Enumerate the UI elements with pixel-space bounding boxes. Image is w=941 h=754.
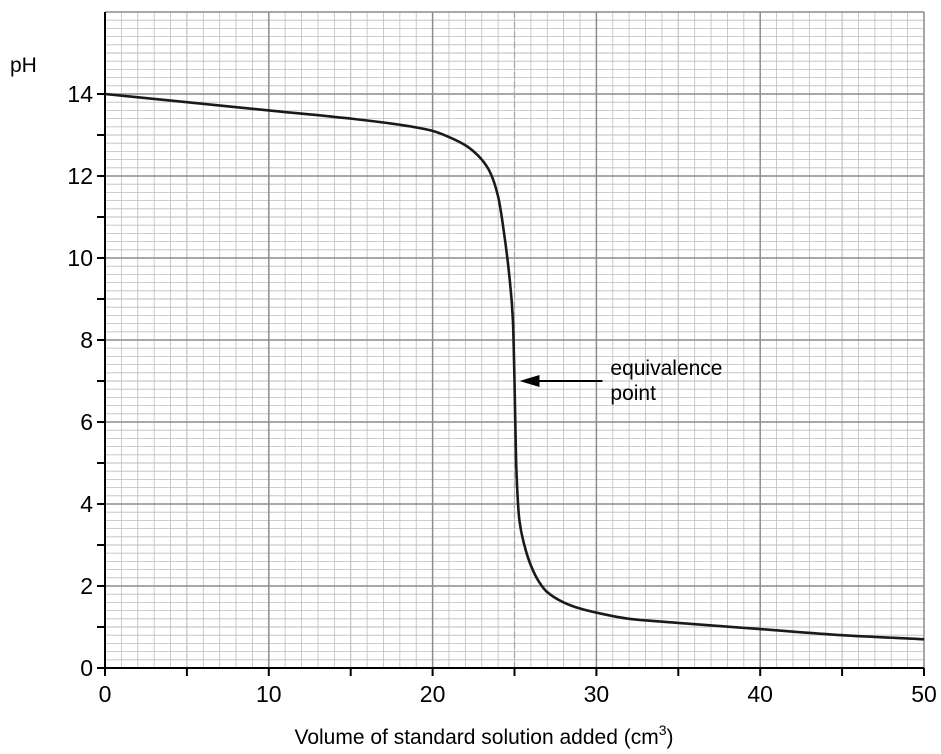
x-tick-label: 10 — [256, 681, 282, 707]
x-tick-label: 0 — [99, 681, 112, 707]
y-tick-label: 8 — [80, 327, 93, 353]
ph-curve-line — [104, 92, 925, 641]
y-axis-ticks: 0 2 4 6 8 10 12 14 — [67, 81, 105, 681]
y-axis-title: pH — [10, 54, 37, 77]
y-tick-label: 14 — [67, 81, 93, 107]
x-tick-label: 20 — [420, 681, 446, 707]
x-tick-label: 40 — [747, 681, 773, 707]
annotation-label-line2: point — [610, 382, 656, 405]
y-tick-label: 4 — [80, 491, 93, 517]
x-tick-label: 50 — [911, 681, 937, 707]
y-tick-label: 2 — [80, 573, 93, 599]
annotation-arrowhead — [519, 375, 540, 387]
y-tick-label: 0 — [80, 655, 93, 681]
x-axis-title: Volume of standard solution added (cm3) — [294, 722, 673, 749]
y-tick-label: 6 — [80, 409, 93, 435]
annotation-label-line1: equivalence — [610, 357, 722, 380]
y-tick-label: 10 — [67, 245, 93, 271]
y-tick-label: 12 — [67, 163, 93, 189]
x-tick-label: 30 — [584, 681, 610, 707]
x-axis-ticks: 0 10 20 30 40 50 — [99, 668, 937, 707]
